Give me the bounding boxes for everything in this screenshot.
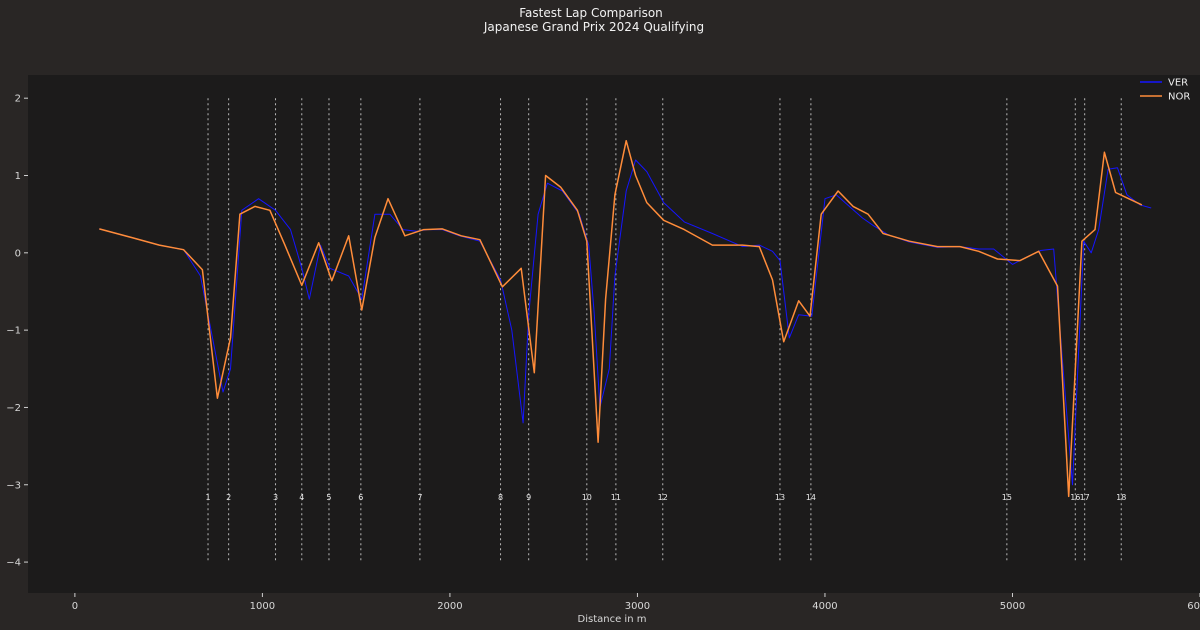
x-tick-label: 1000 [250, 601, 275, 612]
y-tick-label: −3 [6, 480, 21, 491]
x-tick-label: 3000 [625, 601, 650, 612]
corner-label: 18 [1116, 493, 1126, 502]
axes: 210−1−2−3−40100020003000400050006000 [6, 94, 1200, 612]
corner-label: 1 [205, 493, 210, 502]
y-tick-label: 0 [15, 248, 21, 259]
x-tick-label: 5000 [1000, 601, 1025, 612]
series-lines [99, 139, 1152, 498]
y-tick-label: 2 [15, 94, 21, 105]
corner-label: 2 [226, 493, 231, 502]
series-line-nor [99, 139, 1143, 498]
y-tick-label: −4 [6, 558, 21, 569]
legend: VER NOR [1140, 78, 1190, 103]
corner-markers: 1 2 3 4 5 6 7 8 9 10 11 12 13 14 15 16 17 18 [205, 98, 1126, 563]
x-tick-label: 2000 [437, 601, 462, 612]
corner-label: 3 [273, 493, 278, 502]
series-line-ver [99, 159, 1152, 486]
chart-subtitle: Japanese Grand Prix 2024 Qualifying [483, 20, 704, 34]
corner-label: 15 [1002, 493, 1012, 502]
x-tick-label: 6000 [1187, 601, 1200, 612]
x-tick-label: 0 [72, 601, 78, 612]
corner-label: 5 [326, 493, 331, 502]
plot-area [28, 75, 1200, 593]
corner-label: 6 [358, 493, 363, 502]
corner-label: 11 [611, 493, 621, 502]
x-tick-label: 4000 [812, 601, 837, 612]
corner-label: 10 [582, 493, 592, 502]
chart-title: Fastest Lap Comparison [519, 6, 663, 20]
y-tick-label: −1 [6, 326, 21, 337]
corner-label: 16 [1070, 493, 1080, 502]
x-axis-label: Distance in m [578, 614, 647, 625]
legend-label-ver: VER [1168, 78, 1188, 89]
y-tick-label: 1 [15, 171, 21, 182]
corner-label: 12 [658, 493, 668, 502]
corner-label: 7 [417, 493, 422, 502]
legend-label-nor: NOR [1168, 92, 1190, 103]
corner-label: 9 [526, 493, 531, 502]
corner-label: 14 [806, 493, 816, 502]
corner-label: 8 [498, 493, 503, 502]
corner-label: 17 [1080, 493, 1090, 502]
y-tick-label: −2 [6, 403, 21, 414]
corner-label: 13 [775, 493, 785, 502]
corner-label: 4 [299, 493, 304, 502]
